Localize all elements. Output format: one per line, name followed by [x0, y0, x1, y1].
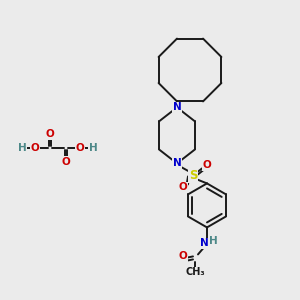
Text: S: S	[189, 169, 197, 182]
Text: O: O	[46, 129, 54, 139]
Text: N: N	[200, 238, 208, 248]
Text: O: O	[31, 143, 39, 153]
Text: O: O	[178, 182, 188, 192]
Text: O: O	[202, 160, 211, 170]
Text: O: O	[61, 157, 70, 167]
Text: H: H	[208, 236, 217, 246]
Text: N: N	[172, 102, 182, 112]
Text: H: H	[88, 143, 98, 153]
Text: O: O	[178, 251, 188, 261]
Text: H: H	[18, 143, 26, 153]
Text: CH₃: CH₃	[185, 267, 205, 278]
Text: N: N	[172, 158, 182, 168]
Text: O: O	[76, 143, 84, 153]
